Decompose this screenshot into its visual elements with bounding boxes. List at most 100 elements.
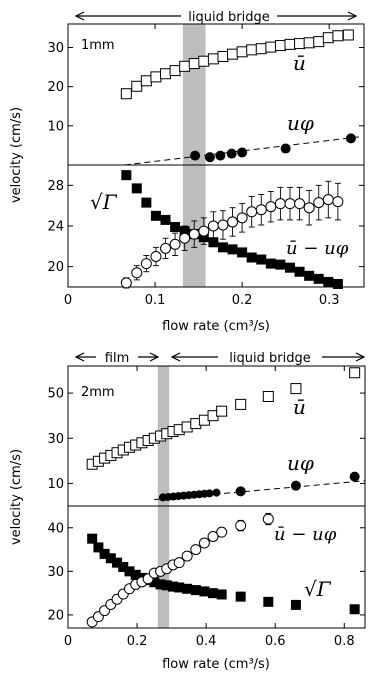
bottom-ubar-minus-uphi-point (190, 544, 202, 556)
top-uphi-point (204, 152, 215, 163)
top-lower-y-tick-label: 20 (47, 260, 64, 275)
bottom-uphi-point (290, 480, 301, 491)
top-ubar-point (207, 53, 219, 65)
bottom-uphi-point (235, 486, 246, 497)
bottom-sqrt-gamma-point (216, 589, 227, 600)
bottom-ubar-minus-uphi-point (181, 550, 193, 562)
top-ubar-minus-uphi-point (236, 212, 248, 224)
top-sqrt-gamma-point (285, 262, 295, 273)
bottom-ubar-minus-uphi-point (207, 531, 219, 542)
top-panel: liquid bridge 1mm 10 20 30 20 24 28 0 0.1 0.2 0… (9, 7, 365, 334)
top-ubar-minus-uphi-point (169, 238, 181, 250)
top-ubar-point (284, 38, 296, 50)
top-upper-y-tick-label: 10 (47, 119, 64, 134)
top-ubar-point (332, 30, 344, 42)
bottom-sqrt-gamma-point (199, 586, 210, 597)
top-sqrt-gamma-point (237, 247, 248, 258)
bottom-ubar-point (235, 398, 247, 410)
bottom-lower-y-tick-label: 30 (47, 565, 64, 580)
bottom-sqrt-gamma-point (182, 583, 193, 594)
bottom-sqrt-gamma-point (167, 581, 178, 592)
bottom-ubar-point (262, 390, 274, 402)
bottom-legend-sqrt-gamma: √Γ (304, 577, 332, 601)
bottom-x-tick-label: 0.6 (265, 634, 286, 649)
top-legend-sqrt-gamma: √Γ (90, 190, 118, 214)
top-legend-ubar-minus-uphi: ū − uφ (286, 238, 349, 259)
bottom-ubar-minus-uphi-point (262, 513, 274, 525)
bottom-x-tick-label: 0.8 (334, 634, 355, 649)
bottom-ubar-point (216, 405, 228, 417)
bottom-ubar-point (349, 367, 361, 379)
top-ubar-point (342, 29, 354, 41)
bottom-sqrt-gamma-point (87, 533, 98, 544)
bottom-ubar-minus-uphi-point (198, 537, 210, 549)
bottom-upper-y-tick-label: 10 (47, 477, 64, 492)
top-ubar-point (120, 88, 132, 100)
top-ubar-point (188, 58, 200, 70)
bottom-sqrt-gamma-point (208, 588, 219, 599)
top-sqrt-gamma-point (150, 210, 161, 221)
bottom-sqrt-gamma-point (130, 569, 141, 580)
top-uphi-point (215, 150, 226, 161)
bottom-sqrt-gamma-point (263, 596, 274, 607)
top-uphi-point (226, 148, 237, 159)
bottom-upper-y-tick-label: 50 (47, 387, 64, 402)
top-uphi-point (190, 150, 201, 161)
bottom-bridge-label-bg (218, 349, 322, 365)
bottom-sqrt-gamma-point (105, 553, 116, 564)
bottom-sqrt-gamma-point (290, 599, 301, 610)
top-ubar-point (198, 55, 210, 67)
top-sqrt-gamma-point (323, 276, 334, 287)
top-y-axis-label: velocity (cm/s) (9, 107, 24, 203)
bottom-sqrt-gamma-point (155, 579, 166, 590)
top-x-tick-label: 0.3 (319, 293, 340, 308)
bottom-ubar-minus-uphi-point (216, 526, 228, 538)
bottom-uphi-point (205, 489, 214, 498)
top-sqrt-gamma-point (121, 170, 132, 181)
top-x-axis-label: flow rate (cm³/s) (162, 319, 270, 334)
top-sqrt-gamma-point (275, 259, 286, 270)
top-sqrt-gamma-point (131, 183, 142, 194)
top-ubar-minus-uphi-point (160, 242, 172, 254)
top-sqrt-gamma-point (313, 273, 324, 284)
top-ubar-minus-uphi-point (198, 225, 210, 237)
bottom-ubar-point (290, 383, 302, 395)
bottom-region-label-film: film (105, 351, 129, 366)
top-ubar-minus-uphi-point (217, 219, 229, 231)
top-ubar-minus-uphi-point (332, 196, 344, 208)
top-ubar-minus-uphi-point (131, 267, 143, 279)
bottom-legend-uphi: uφ (287, 451, 314, 475)
bottom-lower-frame (67, 505, 366, 629)
top-ubar-minus-uphi-point (265, 201, 277, 213)
top-x-tick-label: 0 (64, 293, 72, 308)
top-ubar-point (322, 32, 334, 44)
bottom-lower-y-tick-label: 20 (47, 608, 64, 623)
top-lower-y-tick-label: 28 (47, 179, 64, 194)
top-ubar-point (303, 37, 315, 49)
bottom-x-tick-label: 0.2 (127, 634, 148, 649)
bottom-sqrt-gamma-point (174, 582, 185, 593)
top-ubar-point (150, 71, 162, 83)
bottom-x-tick-label: 0 (64, 634, 72, 649)
top-lower-y-tick-label: 24 (47, 220, 64, 235)
top-ubar-point (236, 46, 248, 58)
bottom-legend-ubar: ū (293, 395, 306, 419)
top-uphi-point (280, 143, 291, 154)
bottom-lower-y-tick-label: 40 (47, 521, 64, 536)
top-ubar-minus-uphi-point (227, 216, 239, 228)
bottom-uphi-point (349, 471, 360, 482)
bottom-sqrt-gamma-point (112, 557, 123, 568)
bottom-x-tick-label: 0.4 (196, 634, 217, 649)
top-annotation: 1mm (81, 38, 115, 53)
bottom-sqrt-gamma-point (349, 604, 360, 615)
bottom-sqrt-gamma-point (93, 542, 104, 553)
top-region-label-bg (181, 7, 277, 23)
bottom-legend-ubar-minus-uphi: ū − uφ (274, 524, 337, 545)
top-ubar-minus-uphi-point (303, 202, 315, 214)
top-sqrt-gamma-point (227, 244, 238, 255)
top-sqrt-gamma-point (256, 254, 267, 265)
top-ubar-minus-uphi-point (140, 258, 152, 270)
top-upper-y-tick-label: 30 (47, 41, 64, 56)
top-ubar-minus-uphi-point (294, 198, 306, 210)
top-sqrt-gamma-point (332, 278, 343, 289)
